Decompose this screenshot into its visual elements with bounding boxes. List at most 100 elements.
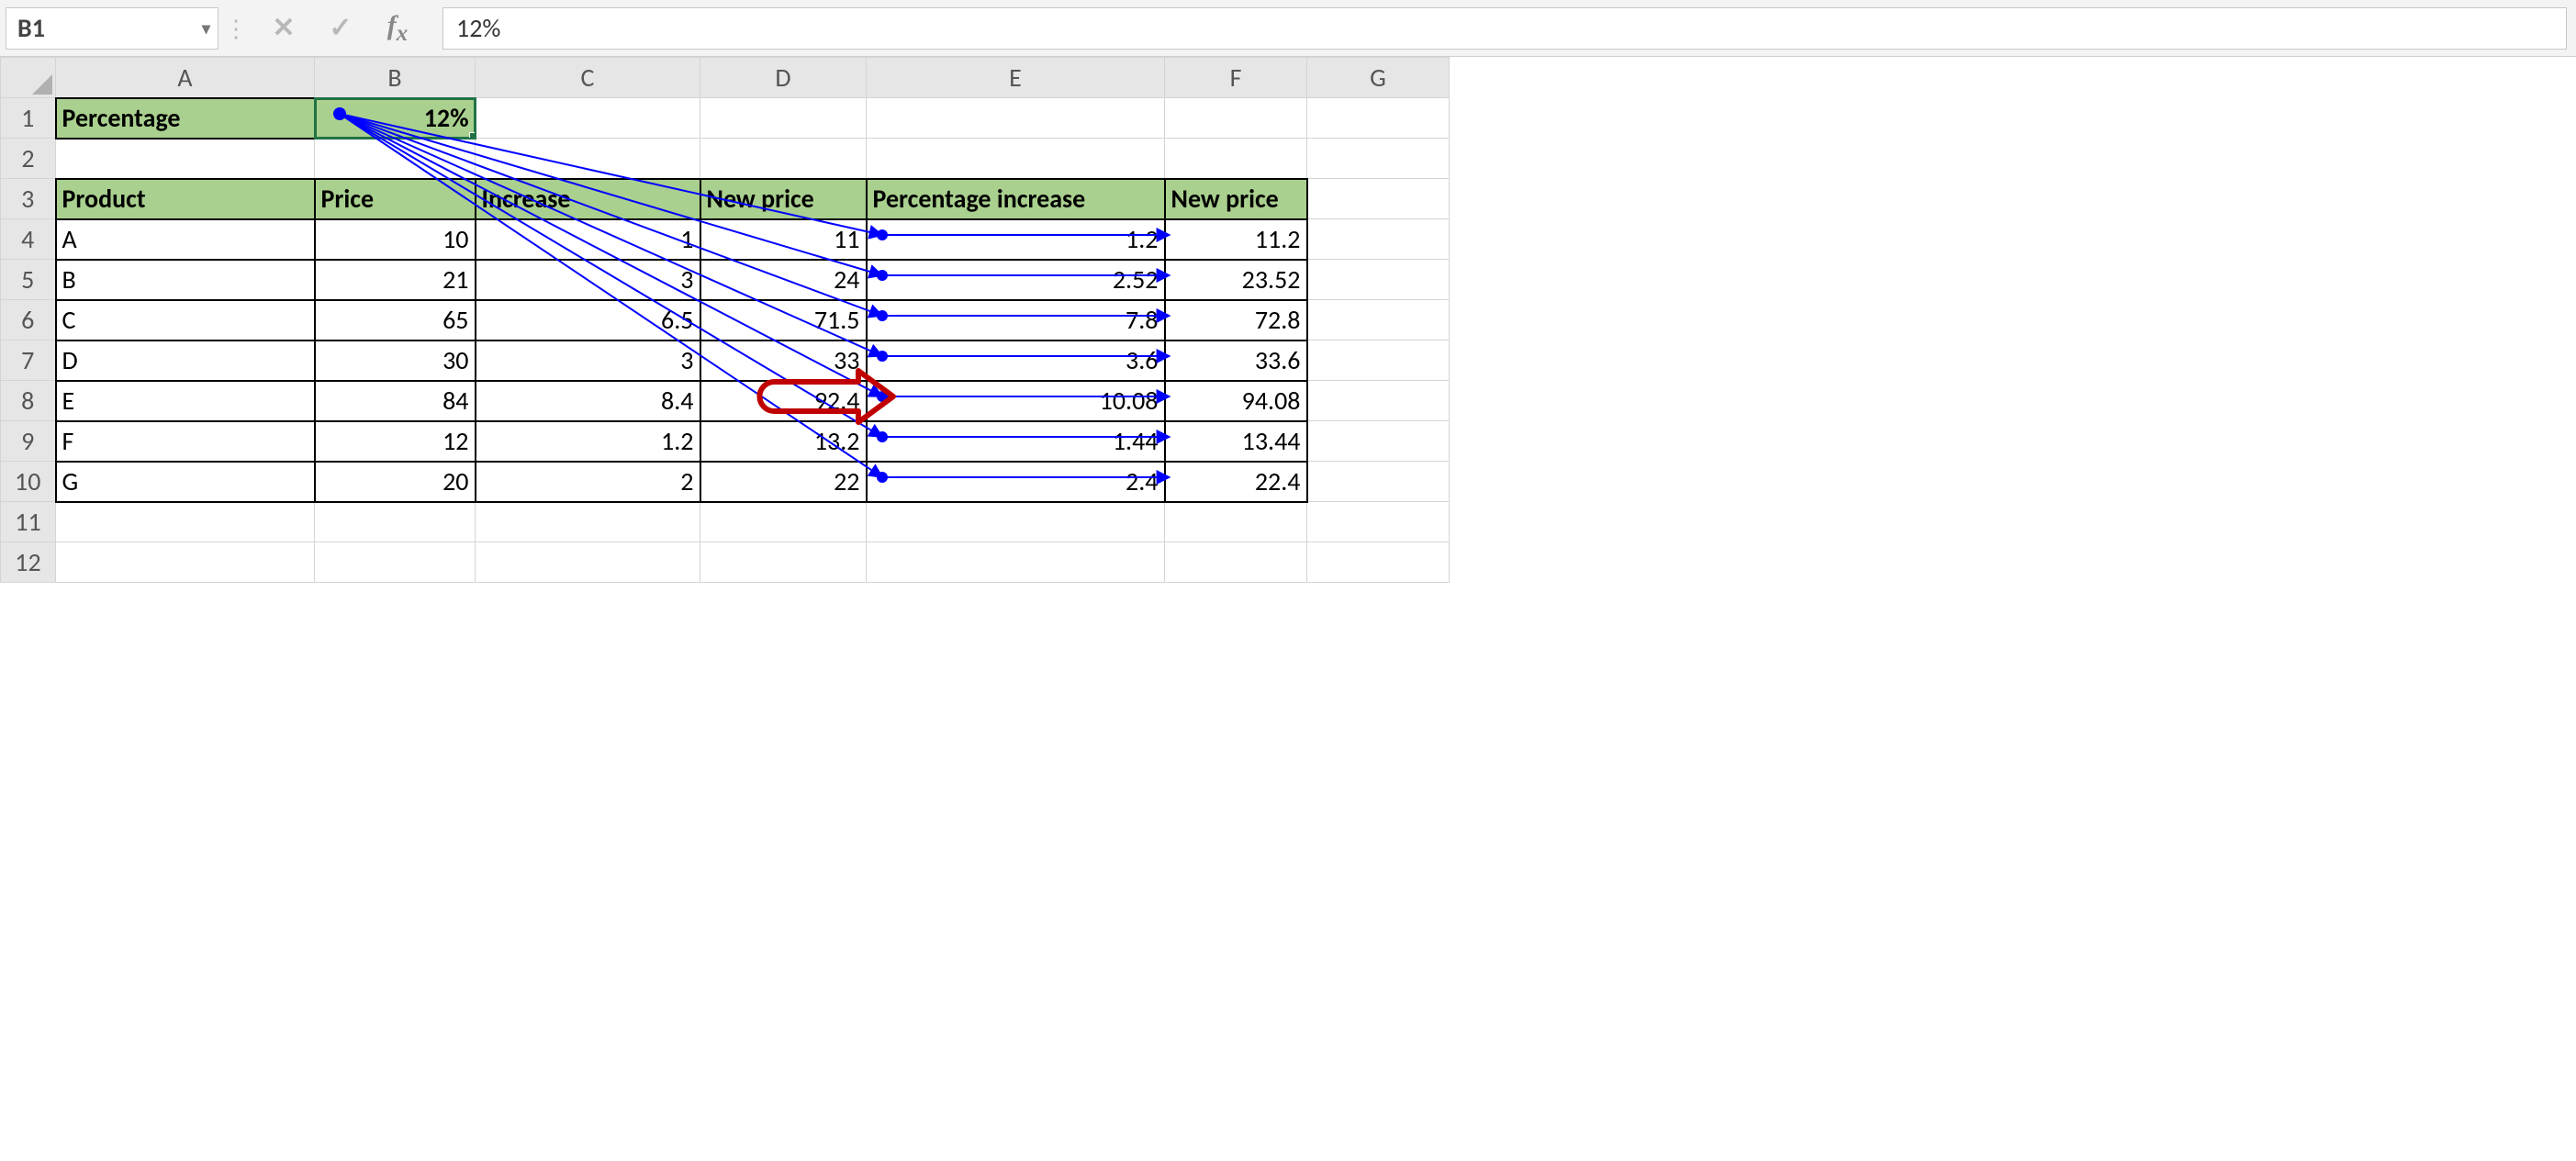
cell-D4[interactable]: 11 [700,219,867,260]
row-header-11[interactable]: 11 [1,502,56,542]
row-header-12[interactable]: 12 [1,542,56,583]
cell-D3[interactable]: New price [700,179,867,219]
cell-E4[interactable]: 1.2 [867,219,1165,260]
cell-G5[interactable] [1307,260,1450,300]
cell-A1[interactable]: Percentage [56,98,315,139]
cell-C6[interactable]: 6.5 [476,300,700,340]
row-header-9[interactable]: 9 [1,421,56,462]
cell-C11[interactable] [476,502,700,542]
cell-G3[interactable] [1307,179,1450,219]
cell-E8[interactable]: 10.08 [867,381,1165,421]
cell-D6[interactable]: 71.5 [700,300,867,340]
cell-B7[interactable]: 30 [315,340,476,381]
enter-button[interactable]: ✓ [312,7,369,50]
row-header-10[interactable]: 10 [1,462,56,502]
column-header-F[interactable]: F [1165,58,1307,98]
cell-D7[interactable]: 33 [700,340,867,381]
cell-F7[interactable]: 33.6 [1165,340,1307,381]
cell-B12[interactable] [315,542,476,583]
row-header-3[interactable]: 3 [1,179,56,219]
row-header-1[interactable]: 1 [1,98,56,139]
cell-A8[interactable]: E [56,381,315,421]
cell-B1[interactable]: 12% [315,98,476,139]
name-box-dropdown-icon[interactable]: ▾ [202,18,210,39]
cell-A11[interactable] [56,502,315,542]
cell-D10[interactable]: 22 [700,462,867,502]
cell-G8[interactable] [1307,381,1450,421]
column-header-A[interactable]: A [56,58,315,98]
cell-F4[interactable]: 11.2 [1165,219,1307,260]
cell-A9[interactable]: F [56,421,315,462]
cell-B5[interactable]: 21 [315,260,476,300]
formula-input[interactable]: 12% [442,7,2567,50]
cell-E6[interactable]: 7.8 [867,300,1165,340]
cell-E11[interactable] [867,502,1165,542]
cell-F1[interactable] [1165,98,1307,139]
cell-G12[interactable] [1307,542,1450,583]
cell-B11[interactable] [315,502,476,542]
cell-A3[interactable]: Product [56,179,315,219]
cell-C8[interactable]: 8.4 [476,381,700,421]
cell-D8[interactable]: 92.4 [700,381,867,421]
cell-D12[interactable] [700,542,867,583]
row-header-7[interactable]: 7 [1,340,56,381]
row-header-4[interactable]: 4 [1,219,56,260]
cell-G2[interactable] [1307,139,1450,179]
cell-A12[interactable] [56,542,315,583]
cell-G9[interactable] [1307,421,1450,462]
cell-E10[interactable]: 2.4 [867,462,1165,502]
cell-G10[interactable] [1307,462,1450,502]
cell-B10[interactable]: 20 [315,462,476,502]
column-header-D[interactable]: D [700,58,867,98]
cell-G1[interactable] [1307,98,1450,139]
cell-D1[interactable] [700,98,867,139]
name-box[interactable]: B1 ▾ [6,7,218,50]
cell-C7[interactable]: 3 [476,340,700,381]
cell-E2[interactable] [867,139,1165,179]
cell-B8[interactable]: 84 [315,381,476,421]
cell-F8[interactable]: 94.08 [1165,381,1307,421]
cell-F10[interactable]: 22.4 [1165,462,1307,502]
cell-E9[interactable]: 1.44 [867,421,1165,462]
cell-D5[interactable]: 24 [700,260,867,300]
cell-F5[interactable]: 23.52 [1165,260,1307,300]
column-header-G[interactable]: G [1307,58,1450,98]
cell-F6[interactable]: 72.8 [1165,300,1307,340]
cell-B9[interactable]: 12 [315,421,476,462]
cell-F3[interactable]: New price [1165,179,1307,219]
row-header-8[interactable]: 8 [1,381,56,421]
cell-F11[interactable] [1165,502,1307,542]
row-header-6[interactable]: 6 [1,300,56,340]
cell-E12[interactable] [867,542,1165,583]
cell-A2[interactable] [56,139,315,179]
row-header-5[interactable]: 5 [1,260,56,300]
select-all-corner[interactable] [1,58,56,98]
cell-E1[interactable] [867,98,1165,139]
cell-F2[interactable] [1165,139,1307,179]
cell-G4[interactable] [1307,219,1450,260]
cell-G11[interactable] [1307,502,1450,542]
insert-function-button[interactable]: fx [369,7,426,50]
cell-C1[interactable] [476,98,700,139]
cell-D2[interactable] [700,139,867,179]
cell-A7[interactable]: D [56,340,315,381]
cell-B6[interactable]: 65 [315,300,476,340]
cell-F12[interactable] [1165,542,1307,583]
cell-B3[interactable]: Price [315,179,476,219]
row-header-2[interactable]: 2 [1,139,56,179]
cell-C9[interactable]: 1.2 [476,421,700,462]
cell-A6[interactable]: C [56,300,315,340]
cell-E3[interactable]: Percentage increase [867,179,1165,219]
cell-C3[interactable]: Increase [476,179,700,219]
cell-B2[interactable] [315,139,476,179]
cell-E7[interactable]: 3.6 [867,340,1165,381]
column-header-B[interactable]: B [315,58,476,98]
cell-C2[interactable] [476,139,700,179]
cell-G6[interactable] [1307,300,1450,340]
cell-B4[interactable]: 10 [315,219,476,260]
cell-A5[interactable]: B [56,260,315,300]
cell-C5[interactable]: 3 [476,260,700,300]
cell-C4[interactable]: 1 [476,219,700,260]
cell-G7[interactable] [1307,340,1450,381]
cell-F9[interactable]: 13.44 [1165,421,1307,462]
